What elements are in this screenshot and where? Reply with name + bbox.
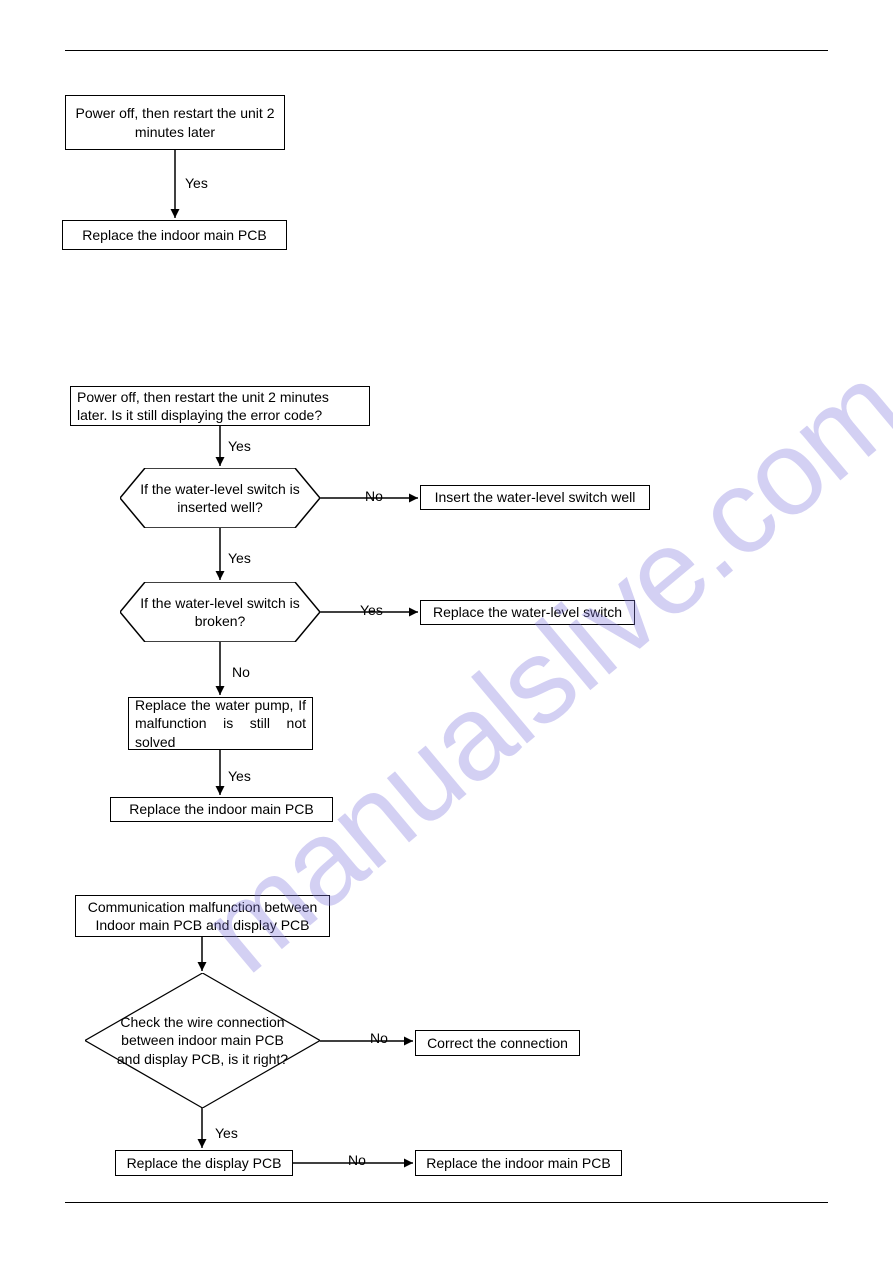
fc3-node-start-text: Communication malfunction between Indoor…: [82, 898, 323, 934]
fc2-edge-6-label: Yes: [228, 768, 251, 784]
fc1-node-start-text: Power off, then restart the unit 2 minut…: [72, 104, 278, 140]
fc3-node-action2: Replace the display PCB: [115, 1150, 293, 1176]
fc2-node-decision1-text: If the water-level switch is inserted we…: [126, 480, 314, 516]
fc3-node-decision: Check the wire connection between indoor…: [85, 973, 320, 1108]
fc2-edge-2-label: No: [365, 488, 383, 504]
fc2-node-end-text: Replace the indoor main PCB: [129, 800, 313, 818]
fc2-edge-4-label: Yes: [360, 602, 383, 618]
fc2-node-decision2: If the water-level switch is broken?: [120, 582, 320, 642]
fc3-node-end: Replace the indoor main PCB: [415, 1150, 622, 1176]
fc3-edge-3-label: Yes: [215, 1125, 238, 1141]
fc2-node-action1-text: Insert the water-level switch well: [435, 488, 636, 506]
fc2-edge-1-label: Yes: [228, 438, 251, 454]
fc3-node-start: Communication malfunction between Indoor…: [75, 895, 330, 937]
fc2-node-start: Power off, then restart the unit 2 minut…: [70, 386, 370, 426]
fc1-node-end-text: Replace the indoor main PCB: [82, 226, 266, 244]
fc2-node-decision1: If the water-level switch is inserted we…: [120, 468, 320, 528]
fc3-edge-2-label: No: [370, 1030, 388, 1046]
fc2-node-action3: Replace the water pump, If malfunction i…: [128, 697, 313, 750]
fc3-node-decision-text: Check the wire connection between indoor…: [115, 1013, 290, 1068]
fc3-node-action2-text: Replace the display PCB: [127, 1154, 282, 1172]
fc3-node-end-text: Replace the indoor main PCB: [426, 1154, 610, 1172]
fc3-node-action1-text: Correct the connection: [427, 1034, 568, 1052]
fc2-node-action1: Insert the water-level switch well: [420, 485, 650, 510]
fc1-node-start: Power off, then restart the unit 2 minut…: [65, 95, 285, 150]
fc2-node-decision2-text: If the water-level switch is broken?: [126, 594, 314, 630]
fc3-node-action1: Correct the connection: [415, 1030, 580, 1056]
fc1-edge-1-label: Yes: [185, 175, 208, 191]
fc2-edge-5-label: No: [232, 664, 250, 680]
fc2-node-end: Replace the indoor main PCB: [110, 797, 333, 822]
page-border-top: [65, 50, 828, 51]
fc2-node-action2-text: Replace the water-level switch: [433, 603, 622, 621]
fc2-node-action3-text: Replace the water pump, If malfunction i…: [135, 696, 306, 751]
fc3-edge-4-label: No: [348, 1152, 366, 1168]
fc2-node-start-text: Power off, then restart the unit 2 minut…: [77, 388, 363, 424]
page-border-bottom: [65, 1202, 828, 1203]
fc2-node-action2: Replace the water-level switch: [420, 600, 635, 625]
fc1-node-end: Replace the indoor main PCB: [62, 220, 287, 250]
fc2-edge-3-label: Yes: [228, 550, 251, 566]
